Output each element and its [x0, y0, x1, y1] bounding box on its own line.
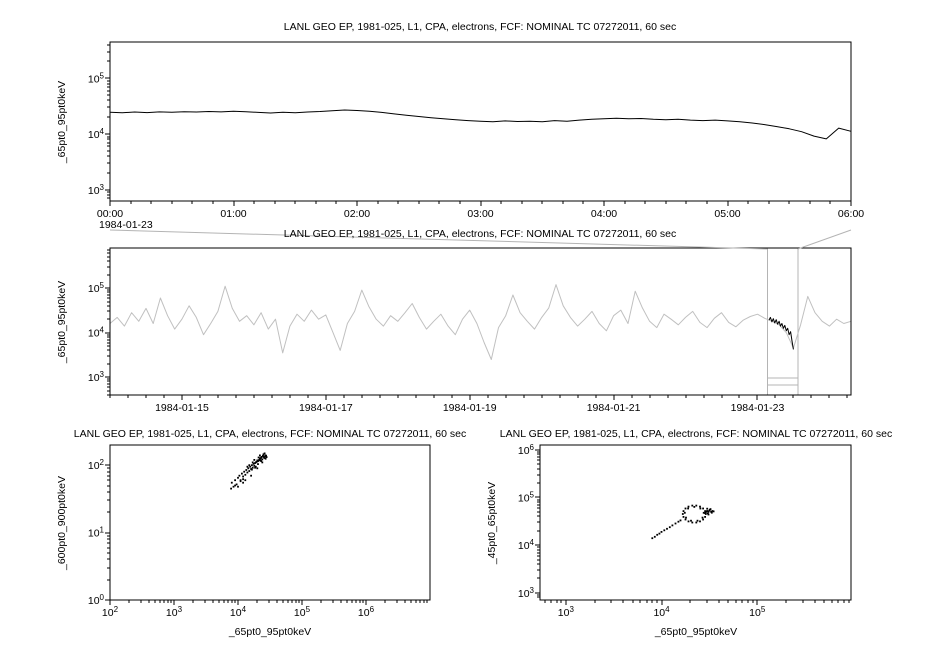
panel-scatter-left-ylabel: _600pt0_900pt0keV [56, 475, 68, 571]
panel-scatter-right-plot-area[interactable] [540, 445, 851, 600]
svg-text:1984-01-15: 1984-01-15 [155, 402, 209, 414]
svg-text:104: 104 [88, 127, 105, 141]
svg-text:1984-01-17: 1984-01-17 [299, 402, 353, 414]
svg-text:104: 104 [230, 605, 247, 619]
svg-text:105: 105 [749, 605, 766, 619]
panel-overview-ylabel: _65pt0_95pt0keV [56, 280, 68, 364]
svg-text:106: 106 [518, 443, 535, 457]
svg-text:105: 105 [294, 605, 311, 619]
svg-text:102: 102 [102, 605, 119, 619]
svg-text:05:00: 05:00 [714, 208, 740, 220]
panel-scatter-left-title: LANL GEO EP, 1981-025, L1, CPA, electron… [73, 428, 467, 440]
svg-text:103: 103 [558, 605, 575, 619]
panel-scatter-left-xlabel: _65pt0_95pt0keV [228, 626, 312, 638]
svg-text:103: 103 [166, 605, 183, 619]
svg-text:103: 103 [518, 586, 535, 600]
svg-text:100: 100 [88, 593, 105, 607]
panel-top-context-date: 1984-01-23 [99, 219, 153, 231]
panel-scatter-right-ylabel: _45pt0_65pt0keV [486, 481, 498, 565]
svg-text:104: 104 [88, 326, 105, 340]
svg-text:105: 105 [88, 281, 105, 295]
svg-text:01:00: 01:00 [220, 208, 246, 220]
svg-text:1984-01-21: 1984-01-21 [587, 402, 641, 414]
panel-top-title: LANL GEO EP, 1981-025, L1, CPA, electron… [283, 21, 677, 33]
panel-top-ylabel: _65pt0_95pt0keV [56, 80, 68, 164]
svg-text:102: 102 [88, 458, 105, 472]
svg-text:105: 105 [88, 71, 105, 85]
panel-1-drawn: 1984-01-15 1984-01-17 1984-01-19 1984-01-21… [88, 247, 852, 414]
svg-text:101: 101 [88, 526, 105, 540]
svg-text:06:00: 06:00 [838, 208, 864, 220]
svg-text:104: 104 [518, 538, 535, 552]
panel-scatter-left-plot-area[interactable] [110, 445, 430, 600]
svg-text:106: 106 [358, 605, 375, 619]
panel-0-drawn: 00:00 01:00 02:00 03:00 04:00 05:00 06:00 103 10… [88, 41, 864, 220]
svg-text:1984-01-19: 1984-01-19 [443, 402, 497, 414]
panel-scatter-right-xlabel: _65pt0_95pt0keV [654, 626, 738, 638]
panel-scatter-right-title: LANL GEO EP, 1981-025, L1, CPA, electron… [499, 428, 893, 440]
svg-text:03:00: 03:00 [467, 208, 493, 220]
svg-text:04:00: 04:00 [591, 208, 617, 220]
overview-connector-lines [109, 229, 852, 250]
panel-overview-plot-area[interactable] [110, 248, 851, 395]
svg-text:104: 104 [653, 605, 670, 619]
svg-text:103: 103 [88, 370, 105, 384]
svg-text:02:00: 02:00 [344, 208, 370, 220]
svg-text:1984-01-23: 1984-01-23 [731, 402, 785, 414]
svg-text:105: 105 [518, 490, 535, 504]
svg-text:00:00: 00:00 [97, 208, 123, 220]
overview-selection-box[interactable] [767, 248, 798, 395]
svg-text:103: 103 [88, 183, 105, 197]
panel-overview-title: LANL GEO EP, 1981-025, L1, CPA, electron… [283, 228, 677, 240]
panel-top-plot-area[interactable] [110, 42, 851, 201]
